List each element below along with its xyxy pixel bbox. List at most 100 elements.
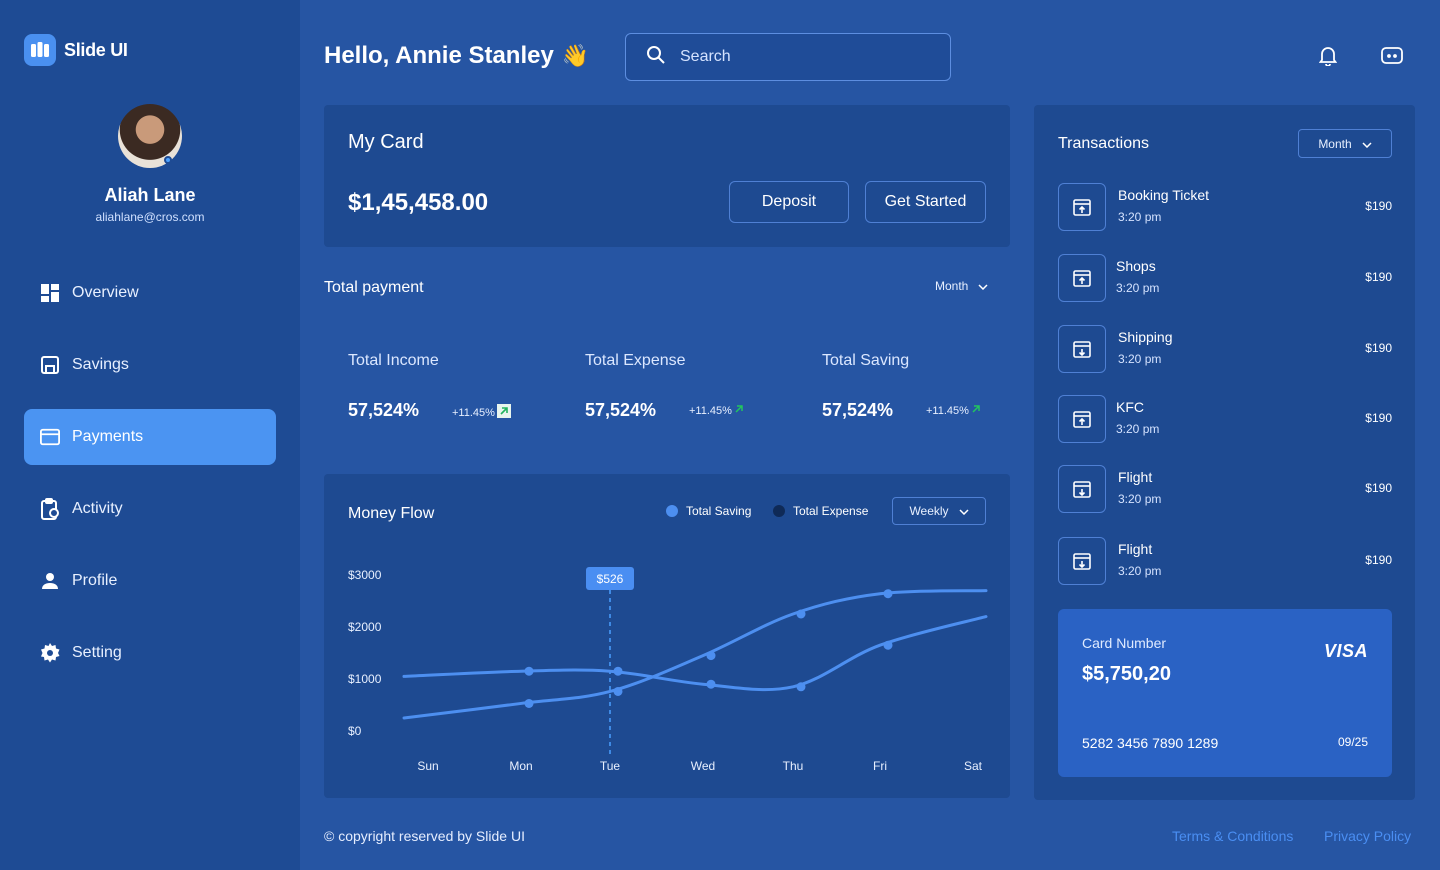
avatar[interactable] bbox=[118, 104, 182, 168]
user-name: Aliah Lane bbox=[104, 185, 196, 205]
x-tick-label: Mon bbox=[509, 759, 532, 773]
footer-copyright: © copyright reserved by Slide UI bbox=[324, 828, 525, 844]
data-point bbox=[883, 640, 893, 650]
money-flow-chart[interactable]: $3000 $2000 $1000 $0 Sun Mon Tue Wed Thu Fri Sat $5… bbox=[324, 474, 1010, 798]
transaction-name: KFC bbox=[1116, 399, 1144, 415]
transaction-row[interactable]: Flight 3:20 pm $190 bbox=[1058, 465, 1392, 515]
dropdown-label: Month bbox=[935, 279, 969, 293]
user-email: aliahlane@cros.com bbox=[95, 210, 205, 224]
person-icon bbox=[40, 571, 60, 591]
deposit-button[interactable]: Deposit bbox=[729, 181, 849, 223]
data-point bbox=[796, 609, 806, 619]
total-saving-change: +11.45% bbox=[926, 404, 981, 417]
data-point bbox=[613, 686, 623, 696]
card-number: 5282 3456 7890 1289 bbox=[1082, 735, 1219, 751]
series-line-total-saving bbox=[402, 589, 988, 720]
legend-dot bbox=[666, 505, 678, 517]
card-number-label: Card Number bbox=[1082, 635, 1167, 651]
nav-label: Setting bbox=[72, 644, 122, 661]
data-point bbox=[524, 698, 534, 708]
download-box-icon bbox=[1058, 325, 1106, 373]
transaction-row[interactable]: Shipping 3:20 pm $190 bbox=[1058, 325, 1392, 375]
nav-item-payments[interactable]: Payments bbox=[24, 409, 276, 465]
nav-item-overview[interactable]: Overview bbox=[24, 265, 276, 321]
message-icon[interactable] bbox=[1380, 44, 1404, 68]
credit-card-icon bbox=[40, 427, 60, 447]
total-saving-value: 57,524% bbox=[822, 400, 894, 420]
transaction-name: Shops bbox=[1116, 258, 1156, 274]
sidebar: Slide UI Aliah Lane aliahlane@cros.com O… bbox=[0, 0, 300, 870]
trend-up-icon bbox=[971, 404, 981, 417]
greeting-text: Hello, Annie Stanley bbox=[324, 42, 554, 69]
data-point bbox=[883, 589, 893, 599]
transaction-time: 3:20 pm bbox=[1116, 281, 1160, 295]
transaction-name: Booking Ticket bbox=[1118, 187, 1210, 203]
transaction-name: Flight bbox=[1118, 469, 1153, 485]
transaction-row[interactable]: Booking Ticket 3:20 pm $190 bbox=[1058, 183, 1392, 233]
greeting: Hello, Annie Stanley 👋 bbox=[324, 42, 589, 70]
upload-box-icon bbox=[1058, 254, 1106, 302]
nav-item-setting[interactable]: Setting bbox=[24, 625, 276, 681]
my-card-balance: $1,45,458.00 bbox=[348, 189, 489, 216]
money-flow-panel: Money Flow Total Saving Total Expense We… bbox=[324, 474, 1010, 798]
nav-item-savings[interactable]: Savings bbox=[24, 337, 276, 393]
get-started-button[interactable]: Get Started bbox=[865, 181, 986, 223]
download-box-icon bbox=[1058, 537, 1106, 585]
transaction-row[interactable]: Flight 3:20 pm $190 bbox=[1058, 537, 1392, 587]
change-text: +11.45% bbox=[689, 404, 732, 417]
privacy-link[interactable]: Privacy Policy bbox=[1324, 828, 1412, 844]
card-balance: $5,750,20 bbox=[1082, 663, 1171, 685]
save-icon bbox=[40, 355, 60, 375]
chevron-down-icon bbox=[1362, 137, 1372, 151]
transaction-row[interactable]: Shops 3:20 pm $190 bbox=[1058, 254, 1392, 304]
nav-label: Profile bbox=[72, 572, 118, 589]
transaction-name: Flight bbox=[1118, 541, 1153, 557]
series-line-total-expense bbox=[402, 615, 988, 692]
total-payment-period-dropdown[interactable]: Month bbox=[935, 279, 988, 293]
x-tick-label: Fri bbox=[873, 759, 887, 773]
transaction-time: 3:20 pm bbox=[1118, 564, 1162, 578]
total-income-change: +11.45% bbox=[452, 404, 511, 421]
terms-link[interactable]: Terms & Conditions bbox=[1172, 828, 1294, 844]
brand-name: Slide UI bbox=[64, 39, 128, 60]
transaction-time: 3:20 pm bbox=[1118, 352, 1162, 366]
grid-icon bbox=[40, 283, 60, 303]
search-input[interactable] bbox=[680, 48, 920, 66]
total-expense-value: 57,524% bbox=[585, 400, 657, 420]
nav-item-activity[interactable]: Activity bbox=[24, 481, 276, 537]
x-tick-label: Wed bbox=[691, 759, 715, 773]
notification-bell-icon[interactable] bbox=[1316, 44, 1340, 68]
chevron-down-icon bbox=[978, 279, 988, 293]
transaction-amount: $190 bbox=[1365, 270, 1392, 284]
transaction-name: Shipping bbox=[1118, 329, 1173, 345]
brand[interactable]: Slide UI bbox=[24, 34, 128, 66]
y-tick-label: $0 bbox=[348, 724, 362, 738]
slide-logo-icon bbox=[24, 34, 56, 66]
trend-up-icon bbox=[496, 404, 511, 421]
legend-label: Total Expense bbox=[793, 504, 869, 518]
transaction-amount: $190 bbox=[1365, 199, 1392, 213]
transaction-row[interactable]: KFC 3:20 pm $190 bbox=[1058, 395, 1392, 445]
chevron-down-icon bbox=[959, 504, 969, 518]
data-point bbox=[706, 651, 716, 661]
nav-label: Activity bbox=[72, 500, 123, 517]
money-flow-period-dropdown[interactable]: Weekly bbox=[892, 497, 986, 525]
clipboard-icon bbox=[40, 498, 60, 520]
visa-card[interactable]: Card Number VISA $5,750,20 5282 3456 789… bbox=[1058, 609, 1392, 777]
upload-box-icon bbox=[1058, 395, 1106, 443]
transaction-amount: $190 bbox=[1365, 553, 1392, 567]
x-tick-label: Sun bbox=[417, 759, 438, 773]
transactions-title: Transactions bbox=[1058, 135, 1149, 152]
visa-logo: VISA bbox=[1323, 641, 1368, 661]
total-expense-change: +11.45% bbox=[689, 404, 744, 417]
nav-item-profile[interactable]: Profile bbox=[24, 553, 276, 609]
transactions-period-dropdown[interactable]: Month bbox=[1298, 129, 1392, 158]
search-bar[interactable] bbox=[625, 33, 951, 81]
total-income-label: Total Income bbox=[348, 352, 439, 369]
my-card-panel: My Card $1,45,458.00 Deposit Get Started bbox=[324, 105, 1010, 247]
transaction-time: 3:20 pm bbox=[1118, 210, 1162, 224]
my-card-title: My Card bbox=[348, 131, 424, 153]
total-expense-label: Total Expense bbox=[585, 352, 686, 369]
transaction-time: 3:20 pm bbox=[1116, 422, 1160, 436]
nav-label: Payments bbox=[72, 428, 144, 445]
